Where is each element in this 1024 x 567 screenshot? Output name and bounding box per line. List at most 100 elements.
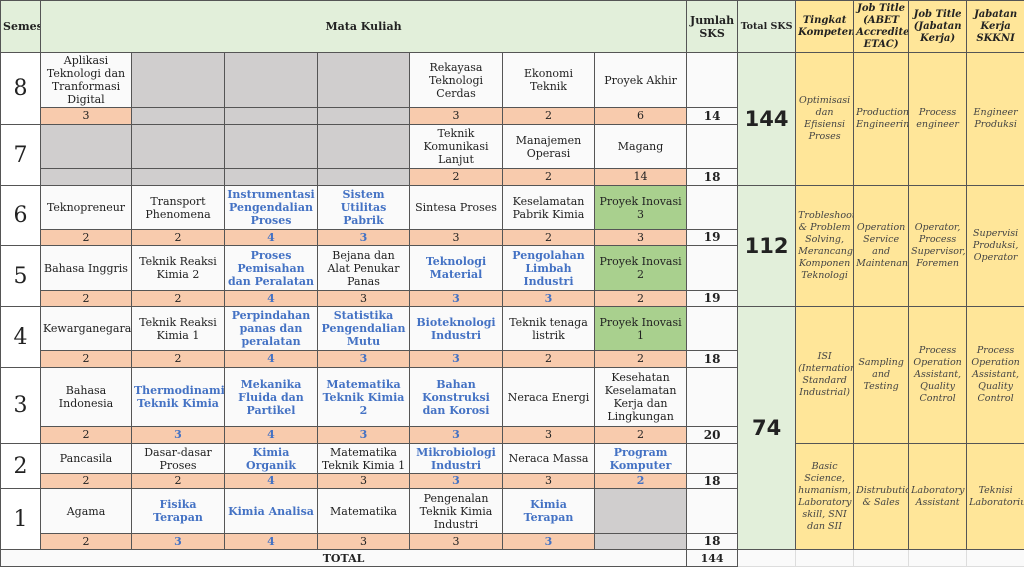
course-name: Aplikasi Teknologi dan Tranformasi Digit… — [40, 52, 132, 108]
empty-course-cell — [131, 52, 225, 108]
career-jabatan: Operator, Process Supervisor, Foremen — [908, 185, 968, 307]
course-name: Bahasa Indonesia — [40, 367, 132, 427]
course-sks: 3 — [502, 533, 595, 550]
course-name: Sintesa Proses — [409, 185, 503, 230]
semester-number: 3 — [0, 367, 41, 444]
total-row-empty — [737, 549, 797, 567]
semester-number: 6 — [0, 185, 41, 246]
course-name: Teknik Reaksi Kimia 1 — [131, 306, 225, 351]
course-sks: 3 — [502, 426, 595, 444]
total-sks-block: 74 — [737, 306, 797, 550]
course-sks: 2 — [131, 290, 225, 307]
course-sks: 3 — [593, 229, 688, 246]
career-skkni: Teknisi Laboratorium — [966, 443, 1024, 550]
credit-row: 2 3 4 3 3 3 18 — [1, 533, 1024, 550]
course-name: Kesehatan Keselamatan Kerja dan Lingkung… — [593, 367, 688, 427]
course-name: Proyek Akhir — [593, 52, 688, 108]
course-name: Agama — [40, 488, 132, 534]
course-sks: 3 — [409, 229, 503, 246]
empty-course-cell — [224, 124, 318, 169]
empty-course-cell — [224, 52, 318, 108]
total-sks-block: 112 — [737, 185, 797, 307]
semester-row: 6 Teknopreneur Transport Phenomena Instrume… — [0, 185, 1024, 307]
total-row-empty — [853, 549, 910, 567]
jumlah-sks: 19 — [686, 229, 739, 246]
semester-row: 7 Teknik Komunikasi Lanjut Manajemen Opera… — [0, 124, 1024, 186]
course-name: Teknik Komunikasi Lanjut — [409, 124, 503, 169]
course-sks: 3 — [317, 473, 410, 489]
empty-credit-cell — [224, 168, 318, 186]
course-sks: 6 — [593, 107, 688, 125]
course-sks: 3 — [317, 290, 410, 307]
course-name: Magang — [593, 124, 688, 169]
course-sks: 2 — [40, 533, 132, 550]
course-name: Fisika Terapan — [131, 488, 225, 534]
course-sks: 2 — [40, 229, 132, 246]
course-name: Pengenalan Teknik Kimia Industri — [409, 488, 503, 534]
header-jumlah-sks: Jumlah SKS — [686, 0, 739, 53]
course-sks: 3 — [409, 473, 503, 489]
course-sks: 3 — [409, 350, 503, 368]
course-name: Teknopreneur — [40, 185, 132, 230]
empty-course-cell — [317, 124, 410, 169]
course-name: Mikrobiologi Industri — [409, 443, 503, 474]
course-name: Bahan Konstruksi dan Korosi — [409, 367, 503, 427]
course-sks: 4 — [224, 426, 318, 444]
course-name: Matematika Teknik Kimia 2 — [317, 367, 410, 427]
semester-number: 4 — [0, 306, 41, 368]
course-name: Teknik tenaga listrik — [502, 306, 595, 351]
course-sks: 3 — [131, 426, 225, 444]
course-sks: 4 — [224, 290, 318, 307]
empty-credit-cell — [317, 168, 410, 186]
jumlah-sks: 14 — [686, 107, 739, 125]
career-skkni: Supervisi Produksi, Operator — [966, 185, 1024, 307]
credit-row: 2 2 4 3 3 2 3 19 — [1, 229, 1024, 246]
course-sks: 3 — [409, 107, 503, 125]
empty-credit-cell — [131, 107, 225, 125]
course-name: Manajemen Operasi — [502, 124, 595, 169]
empty-credit-cell — [40, 168, 132, 186]
course-sks: 2 — [131, 229, 225, 246]
course-sks: 2 — [409, 168, 503, 186]
career-skkni: Process Operation Assistant, Quality Con… — [966, 306, 1024, 444]
header-total-sks: Total SKS — [737, 0, 797, 53]
semester-number: 1 — [0, 488, 41, 550]
semester-number: 7 — [0, 124, 41, 186]
course-name: Proyek Inovasi 1 — [593, 306, 688, 351]
empty-course-cell — [593, 488, 688, 534]
credit-row: 2 2 4 3 3 3 2 18 — [1, 473, 1024, 489]
credit-row: 2 2 4 3 3 3 2 19 — [1, 290, 1024, 307]
jumlah-sks: 18 — [686, 533, 739, 550]
course-name: Pengolahan Limbah Industri — [502, 245, 595, 291]
career-skkni: Engineer Produksi — [966, 52, 1024, 186]
course-name: Teknik Reaksi Kimia 2 — [131, 245, 225, 291]
course-sks: 4 — [224, 533, 318, 550]
jumlah-sks-empty — [686, 367, 739, 427]
jumlah-sks-empty — [686, 245, 739, 291]
course-sks: 2 — [40, 290, 132, 307]
course-name: Statistika Pengendalian Mutu — [317, 306, 410, 351]
course-sks: 3 — [409, 533, 503, 550]
career-jabatan: Laboratory Assistant — [908, 443, 968, 550]
total-value: 144 — [686, 549, 739, 567]
course-sks: 3 — [502, 290, 595, 307]
course-name: Kimia Analisa — [224, 488, 318, 534]
career-jabatan: Process engineer — [908, 52, 968, 186]
semester-number: 2 — [0, 443, 41, 489]
semester-row: 2 Pancasila Dasar-dasar Proses Kimia Organi… — [0, 443, 1024, 550]
course-sks: 14 — [593, 168, 688, 186]
career-abet: Distrubution & Sales — [853, 443, 910, 550]
total-row: TOTAL 144 — [0, 549, 1024, 567]
course-name: Pancasila — [40, 443, 132, 474]
course-name: Proses Pemisahan dan Peralatan — [224, 245, 318, 291]
course-sks: 3 — [317, 533, 410, 550]
course-sks: 3 — [409, 426, 503, 444]
course-name: Bioteknologi Industri — [409, 306, 503, 351]
header-semester: Semester — [0, 0, 41, 53]
course-name: Ekonomi Teknik — [502, 52, 595, 108]
course-sks: 3 — [317, 229, 410, 246]
total-row-empty — [908, 549, 968, 567]
jumlah-sks: 18 — [686, 473, 739, 489]
course-name: Neraca Energi — [502, 367, 595, 427]
course-sks: 3 — [131, 533, 225, 550]
